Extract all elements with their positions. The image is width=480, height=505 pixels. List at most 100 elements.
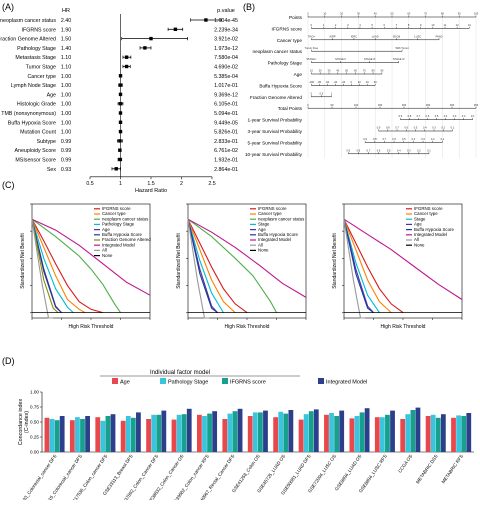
- nomogram-tick-label: 20: [340, 12, 343, 16]
- forest-plot: HR p.value neoplasm cancer status 2.40 1.604…: [0, 8, 238, 194]
- bar: [237, 408, 243, 452]
- nomogram-tick-label: 0.7: [367, 148, 371, 152]
- bar: [156, 414, 162, 452]
- nomogram-tick-label: 0.6: [426, 114, 430, 118]
- forest-row-label: MSIsensor Score: [15, 158, 56, 164]
- dca-curve: [187, 218, 248, 314]
- nomogram-tick-label: PAAD: [436, 34, 443, 38]
- nomogram-tick-label: 100: [354, 103, 359, 107]
- forest-row-hr: 1.00: [61, 102, 71, 108]
- forest-row-p: 5.094e-01: [214, 111, 238, 117]
- nomogram-tick-label: 30: [328, 69, 331, 73]
- nomogram-tick-label: 0.7: [383, 137, 387, 141]
- nomogram-tick-label: 50: [331, 103, 334, 107]
- bar-legend-swatch: [222, 378, 228, 384]
- bar: [146, 419, 151, 452]
- nomogram-tick-label: 8: [408, 23, 410, 27]
- nomogram-tick-label: Tumor Free: [305, 46, 319, 50]
- bar-y-axis-label-line: Concordance index: [18, 398, 24, 445]
- dca-legend-label: Cancer type: [258, 211, 282, 216]
- forest-x-axis-label: Hazard Ratio: [135, 188, 167, 194]
- nomogram-tick-label: 0.8: [386, 126, 390, 130]
- forest-row-label: Cancer type: [27, 74, 56, 80]
- nomogram-tick-label: 90: [380, 69, 383, 73]
- panel-label-d: (D): [2, 356, 15, 366]
- bar-legend-label: Age: [120, 380, 130, 386]
- nomogram-row-label: Cancer type: [277, 38, 303, 43]
- dca-legend-label: Integrated Model: [102, 242, 135, 247]
- forest-row-hr: 1.10: [61, 55, 71, 61]
- forest-row-p: 6.761e-02: [214, 148, 238, 154]
- nomogram-tick-label: 0.5: [387, 148, 391, 152]
- bar-y-axis-label: Concordance index(C-index): [18, 398, 30, 445]
- bar: [222, 419, 228, 452]
- nomogram-row-label: Age: [294, 72, 303, 77]
- bar-category-label: METABRIC RFS: [441, 454, 465, 485]
- bar-y-tick-label: 0.50: [30, 420, 39, 425]
- bar-y-axis-label-line: (C-index): [24, 411, 30, 433]
- nomogram-tick-label: 1: [323, 23, 325, 27]
- dca-legend-label: Age: [258, 227, 266, 232]
- nomogram-tick-label: -100: [309, 80, 315, 84]
- bar: [136, 412, 141, 452]
- bar: [69, 420, 75, 452]
- nomogram-tick-label: 80: [372, 69, 375, 73]
- forest-point: [173, 27, 178, 31]
- dca-legend-label: neoplasm cancer status: [258, 216, 305, 221]
- bar-legend-label: IFGRNS score: [230, 380, 266, 386]
- dca-legend-label: None: [414, 242, 425, 247]
- bar: [339, 410, 345, 452]
- nomogram-tick-label: 0.5: [414, 126, 418, 130]
- nomogram-tick-label: 10: [310, 69, 313, 73]
- forest-point: [118, 157, 122, 162]
- nomogram-tick-label: 0.9: [399, 114, 403, 118]
- nomogram-tick-label: 200: [402, 103, 407, 107]
- bar: [405, 414, 411, 452]
- nomogram-tick-label: -60: [325, 80, 329, 84]
- nomogram-tick-label: 5: [371, 23, 373, 27]
- nomogram-tick-label: 0.6: [404, 126, 408, 130]
- nomogram-tick-label: -20: [341, 80, 345, 84]
- dca-curve: [187, 219, 224, 313]
- bar: [349, 418, 355, 452]
- nomogram-tick-label: 60: [374, 80, 377, 84]
- forest-row-label: Age: [47, 92, 56, 98]
- bar: [390, 410, 395, 452]
- bar: [227, 413, 233, 452]
- forest-row-p: 7.580e-04: [214, 55, 238, 61]
- dca-curve: [187, 219, 218, 314]
- nomogram-tick-label: 2: [335, 23, 337, 27]
- nomogram-tick-label: 0.6: [392, 137, 396, 141]
- nomogram-tick-label: 0.3: [407, 148, 411, 152]
- nomogram-tick-label: 0.1: [427, 148, 431, 152]
- bar-category-label: METABRIC DSS: [415, 454, 439, 485]
- nomogram-tick-label: 100: [474, 12, 479, 16]
- nomogram-tick-label: 7: [396, 23, 398, 27]
- dca-curve: [343, 218, 463, 300]
- nomogram-tick-label: 0.3: [432, 126, 436, 130]
- bar-legend-label: Pathology Stage: [168, 380, 208, 386]
- nomogram-tick-label: 40: [374, 12, 377, 16]
- nomogram-tick-label: 350: [474, 103, 479, 107]
- forest-row-p: 1.973e-12: [214, 46, 238, 52]
- forest-row-hr: 0.99: [61, 148, 71, 154]
- dca-curve: [187, 218, 307, 298]
- forest-point: [124, 55, 129, 59]
- forest-row-hr: 1.00: [61, 130, 71, 136]
- bar-legend-label: Integrated Model: [326, 380, 367, 386]
- forest-point: [143, 46, 147, 50]
- bar-category-label: GSE40967_Rectal_Cancer DFS: [194, 454, 236, 500]
- forest-row-p: 2.833e-01: [214, 139, 238, 145]
- nomogram-tick-label: 0.5: [320, 91, 324, 95]
- forest-row-p: 2.864e-01: [214, 167, 238, 173]
- nomogram-tick-label: 250: [426, 103, 431, 107]
- nomogram-tick-label: 20: [358, 80, 361, 84]
- bar: [202, 416, 207, 452]
- nomogram-tick-label: LUSC: [414, 34, 421, 38]
- dca-legend-label: Age: [414, 222, 422, 227]
- nomogram-tick-label: 0: [307, 103, 309, 107]
- forest-row-label: neoplasm cancer status: [0, 18, 56, 24]
- bar: [212, 411, 218, 452]
- bar-legend-swatch: [160, 378, 166, 384]
